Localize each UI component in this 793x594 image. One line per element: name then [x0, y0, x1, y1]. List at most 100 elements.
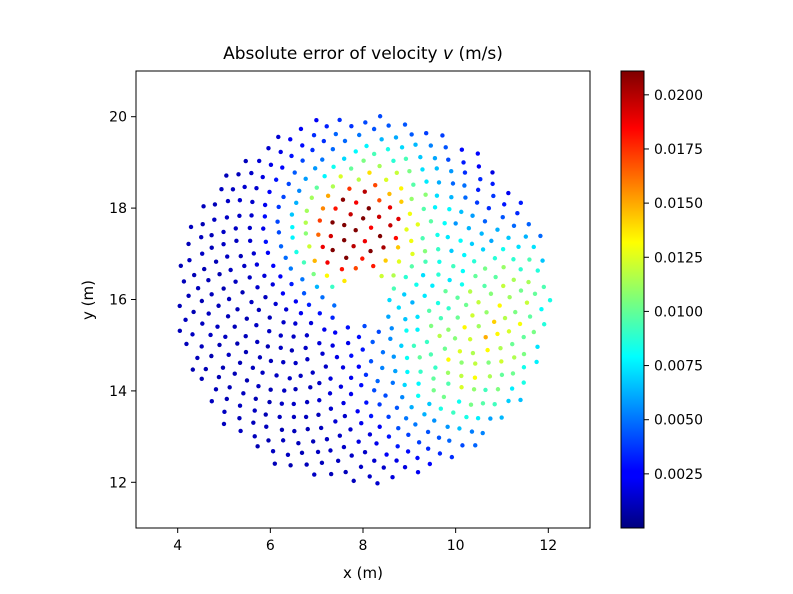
scatter-point — [349, 353, 354, 358]
scatter-point — [451, 263, 456, 269]
scatter-point — [471, 387, 477, 392]
scatter-point — [242, 184, 247, 190]
scatter-point — [415, 222, 420, 227]
scatter-point — [280, 165, 285, 170]
scatter-point — [393, 368, 398, 374]
scatter-point — [409, 132, 414, 137]
scatter-point — [270, 282, 275, 287]
scatter-point — [339, 267, 345, 272]
colorbar-tick-label: 0.0125 — [654, 250, 703, 266]
scatter-point — [360, 256, 365, 261]
scatter-point — [314, 118, 319, 123]
scatter-point — [388, 336, 393, 342]
y-tick-label: 16 — [109, 293, 127, 309]
scatter-point — [377, 233, 383, 239]
scatter-point — [405, 369, 410, 375]
scatter-point — [487, 374, 493, 379]
colorbar-tick-label: 0.0025 — [654, 467, 703, 483]
scatter-point — [341, 444, 347, 450]
scatter-point — [436, 435, 442, 440]
scatter-point — [254, 185, 259, 191]
scatter-point — [223, 334, 228, 339]
scatter-point — [406, 432, 411, 438]
scatter-point — [380, 350, 386, 355]
scatter-point — [308, 385, 313, 390]
scatter-point — [386, 314, 391, 319]
scatter-point — [303, 345, 308, 351]
scatter-point — [332, 303, 337, 308]
scatter-point — [445, 370, 451, 375]
scatter-point — [424, 339, 430, 345]
scatter-point — [371, 263, 376, 269]
scatter-point — [190, 367, 196, 372]
scatter-point — [344, 255, 349, 261]
scatter-point — [506, 398, 511, 404]
scatter-point — [292, 428, 297, 434]
scatter-point — [396, 216, 401, 222]
scatter-point — [416, 440, 422, 445]
scatter-point — [237, 360, 243, 365]
scatter-point — [340, 365, 346, 370]
scatter-point — [228, 267, 233, 273]
scatter-point — [535, 268, 540, 273]
scatter-point — [353, 200, 359, 205]
scatter-point — [262, 214, 268, 219]
scatter-point — [272, 461, 278, 466]
scatter-point — [409, 405, 414, 410]
scatter-point — [276, 230, 282, 235]
scatter-point — [410, 251, 415, 257]
scatter-point — [367, 474, 372, 479]
scatter-point — [499, 372, 505, 378]
scatter-point — [521, 380, 526, 385]
scatter-point — [279, 427, 285, 432]
scatter-point — [348, 166, 354, 171]
colorbar — [620, 70, 645, 529]
scatter-point — [200, 221, 205, 227]
scatter-point — [224, 396, 229, 402]
scatter-point — [238, 253, 243, 259]
scatter-point — [235, 307, 240, 312]
scatter-point — [273, 177, 279, 182]
scatter-point — [415, 455, 420, 461]
scatter-point — [242, 263, 247, 269]
scatter-point — [459, 373, 464, 379]
scatter-point — [222, 409, 227, 415]
x-tick-label: 6 — [266, 538, 275, 554]
x-tick-label: 12 — [539, 538, 557, 554]
scatter-point — [362, 239, 368, 244]
scatter-point — [500, 214, 505, 220]
scatter-point — [462, 252, 467, 258]
scatter-point — [219, 187, 224, 192]
scatter-point — [381, 465, 386, 470]
scatter-point — [372, 458, 377, 463]
scatter-point — [337, 433, 343, 438]
scatter-point — [375, 378, 380, 384]
scatter-point — [244, 316, 249, 321]
scatter-point — [275, 219, 280, 224]
scatter-point — [328, 471, 334, 477]
scatter-point — [330, 220, 335, 225]
scatter-point — [437, 333, 442, 339]
scatter-point — [332, 330, 338, 335]
scatter-point — [250, 365, 256, 371]
scatter-point — [320, 351, 325, 356]
scatter-point — [342, 222, 347, 228]
scatter-point — [255, 444, 260, 449]
scatter-point — [320, 244, 325, 250]
scatter-point — [254, 262, 260, 267]
scatter-point — [226, 296, 232, 302]
scatter-point — [413, 422, 418, 427]
scatter-point — [466, 226, 472, 231]
scatter-point — [263, 294, 268, 300]
scatter-point — [455, 315, 460, 320]
scatter-point — [356, 439, 361, 444]
scatter-point — [301, 291, 307, 296]
scatter-point — [428, 219, 434, 224]
scatter-point — [501, 283, 506, 289]
scatter-point — [278, 149, 283, 155]
scatter-point — [289, 348, 295, 353]
scatter-point — [518, 288, 524, 293]
scatter-point — [254, 323, 259, 328]
scatter-point — [324, 124, 329, 129]
scatter-point — [280, 438, 286, 443]
